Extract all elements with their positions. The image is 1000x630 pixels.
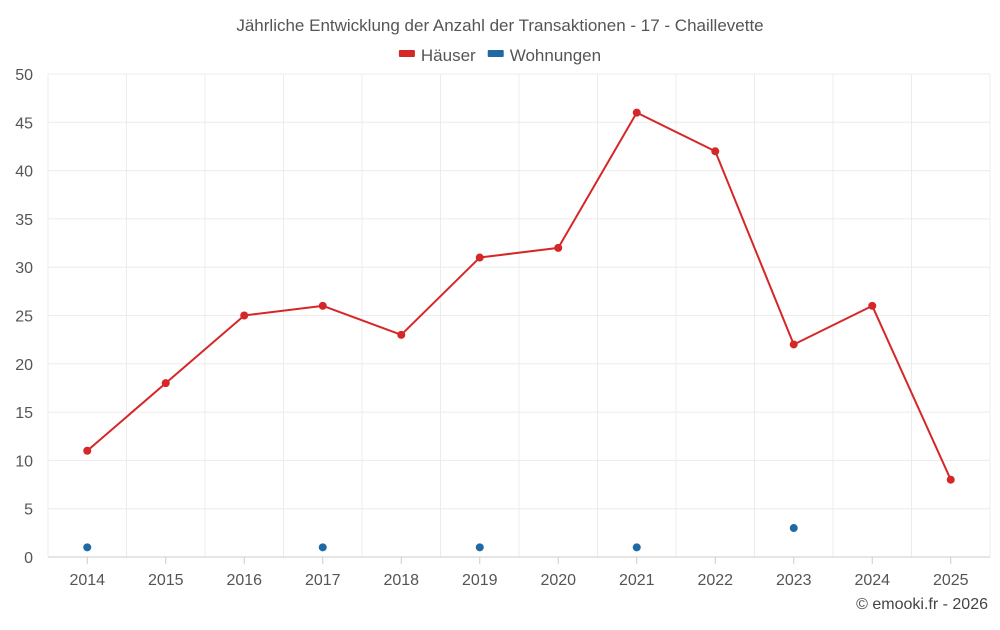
x-tick-label: 2021 xyxy=(619,572,655,589)
x-tick-label: 2019 xyxy=(462,572,498,589)
x-tick-label: 2015 xyxy=(148,572,184,589)
data-point[interactable] xyxy=(946,475,955,484)
x-axis-ticks: 2014 2015 2016 2017 2018 2019 2020 2021 2022 2023… xyxy=(69,557,969,589)
data-point[interactable] xyxy=(554,243,563,252)
data-point[interactable] xyxy=(789,524,798,533)
legend-item[interactable]: Häuser xyxy=(398,46,476,65)
data-point[interactable] xyxy=(83,446,92,455)
y-tick-label: 50 xyxy=(15,67,33,84)
data-point[interactable] xyxy=(711,147,720,156)
chart-title: Jährliche Entwicklung der Anzahl der Tra… xyxy=(236,16,763,35)
series-layer xyxy=(83,108,955,552)
legend-swatch xyxy=(398,50,415,57)
y-tick-label: 0 xyxy=(24,550,33,567)
y-axis-ticks: 0 5 10 15 20 25 30 35 40 45 50 xyxy=(15,67,33,567)
x-tick-label: 2014 xyxy=(69,572,105,589)
series-wohnungen xyxy=(83,524,798,552)
data-point[interactable] xyxy=(318,301,327,310)
x-tick-label: 2025 xyxy=(933,572,969,589)
data-point[interactable] xyxy=(318,543,327,552)
y-tick-label: 20 xyxy=(15,357,33,374)
x-tick-label: 2020 xyxy=(540,572,576,589)
x-tick-label: 2023 xyxy=(776,572,812,589)
x-tick-label: 2016 xyxy=(226,572,262,589)
y-tick-label: 30 xyxy=(15,260,33,277)
data-point[interactable] xyxy=(789,340,798,349)
y-tick-label: 45 xyxy=(15,115,33,132)
legend-label: Häuser xyxy=(421,46,476,65)
y-tick-label: 5 xyxy=(24,502,33,519)
x-tick-label: 2017 xyxy=(305,572,341,589)
x-tick-label: 2018 xyxy=(383,572,419,589)
legend-swatch xyxy=(487,50,504,57)
data-point[interactable] xyxy=(240,311,249,320)
data-point[interactable] xyxy=(475,543,484,552)
data-point[interactable] xyxy=(83,543,92,552)
series-line xyxy=(86,111,952,481)
x-tick-label: 2024 xyxy=(854,572,890,589)
legend: Häuser Wohnungen xyxy=(398,46,601,65)
y-tick-label: 10 xyxy=(15,453,33,470)
grid xyxy=(47,73,991,557)
data-point[interactable] xyxy=(397,330,406,339)
x-tick-label: 2022 xyxy=(697,572,733,589)
credit-text: © emooki.fr - 2026 xyxy=(856,596,988,613)
y-tick-label: 25 xyxy=(15,309,33,326)
y-tick-label: 15 xyxy=(15,405,33,422)
data-point[interactable] xyxy=(475,253,484,262)
data-point[interactable] xyxy=(161,379,170,388)
legend-label: Wohnungen xyxy=(510,46,601,65)
legend-item[interactable]: Wohnungen xyxy=(487,46,601,65)
data-point[interactable] xyxy=(632,108,641,117)
y-tick-label: 35 xyxy=(15,212,33,229)
series-haeuser xyxy=(83,108,955,484)
data-point[interactable] xyxy=(868,301,877,310)
y-tick-label: 40 xyxy=(15,164,33,181)
data-point[interactable] xyxy=(632,543,641,552)
